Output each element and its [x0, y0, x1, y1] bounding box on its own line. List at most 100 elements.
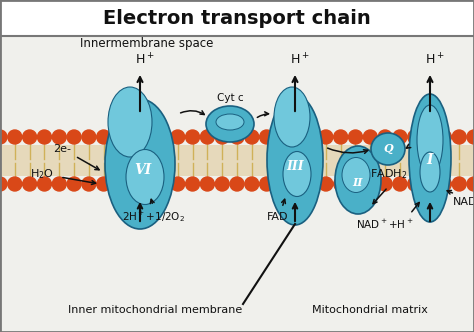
Text: H$^+$: H$^+$	[290, 53, 310, 68]
Circle shape	[111, 177, 126, 191]
Text: H$^+$: H$^+$	[425, 53, 445, 68]
Circle shape	[363, 130, 377, 144]
Text: NAD$^+$+H$^+$: NAD$^+$+H$^+$	[356, 217, 414, 230]
Circle shape	[438, 177, 451, 191]
Circle shape	[452, 130, 466, 144]
FancyArrowPatch shape	[428, 204, 432, 221]
Circle shape	[422, 177, 437, 191]
Circle shape	[67, 130, 81, 144]
Text: II: II	[353, 177, 363, 188]
Circle shape	[245, 130, 259, 144]
Circle shape	[408, 130, 422, 144]
Circle shape	[467, 177, 474, 191]
Circle shape	[289, 177, 303, 191]
FancyArrowPatch shape	[282, 199, 285, 206]
Text: Mitochondrial matrix: Mitochondrial matrix	[312, 305, 428, 315]
Circle shape	[378, 177, 392, 191]
Circle shape	[156, 130, 170, 144]
Circle shape	[0, 130, 7, 144]
Ellipse shape	[105, 99, 175, 229]
Circle shape	[37, 177, 52, 191]
Circle shape	[304, 130, 318, 144]
Bar	[0, 145, 474, 176]
Circle shape	[260, 130, 273, 144]
Circle shape	[82, 177, 96, 191]
Ellipse shape	[409, 94, 451, 222]
Text: FADH$_2$: FADH$_2$	[370, 167, 407, 181]
Circle shape	[171, 130, 185, 144]
Circle shape	[230, 130, 244, 144]
Text: Innermembrane space: Innermembrane space	[80, 38, 213, 50]
Text: III: III	[286, 160, 304, 174]
FancyArrowPatch shape	[150, 199, 154, 204]
Circle shape	[363, 177, 377, 191]
Circle shape	[201, 130, 214, 144]
FancyArrowPatch shape	[412, 203, 419, 212]
Circle shape	[126, 130, 140, 144]
Ellipse shape	[417, 105, 443, 175]
Circle shape	[393, 177, 407, 191]
Circle shape	[0, 177, 7, 191]
Ellipse shape	[126, 149, 164, 205]
Ellipse shape	[371, 133, 405, 165]
FancyArrowPatch shape	[257, 112, 268, 118]
FancyArrowPatch shape	[292, 77, 298, 111]
Circle shape	[67, 177, 81, 191]
Circle shape	[23, 130, 36, 144]
Circle shape	[452, 177, 466, 191]
Ellipse shape	[216, 114, 244, 130]
Circle shape	[111, 130, 126, 144]
Circle shape	[348, 177, 363, 191]
Circle shape	[319, 177, 333, 191]
FancyArrowPatch shape	[137, 77, 143, 111]
Circle shape	[97, 177, 111, 191]
Text: NADH: NADH	[453, 197, 474, 207]
Circle shape	[378, 130, 392, 144]
Ellipse shape	[342, 157, 370, 193]
Text: Cyt c: Cyt c	[217, 93, 243, 103]
Circle shape	[156, 177, 170, 191]
FancyArrowPatch shape	[138, 204, 142, 221]
Circle shape	[274, 177, 289, 191]
Text: VI: VI	[134, 163, 152, 177]
Circle shape	[37, 130, 52, 144]
FancyArrowPatch shape	[373, 189, 386, 204]
Ellipse shape	[335, 146, 381, 214]
Circle shape	[126, 177, 140, 191]
Text: H$_2$O: H$_2$O	[30, 167, 54, 181]
Ellipse shape	[420, 152, 440, 192]
Circle shape	[82, 130, 96, 144]
Circle shape	[215, 177, 229, 191]
Circle shape	[393, 130, 407, 144]
Circle shape	[348, 130, 363, 144]
Text: I: I	[427, 153, 433, 167]
Circle shape	[467, 130, 474, 144]
Circle shape	[8, 177, 22, 191]
Circle shape	[97, 130, 111, 144]
Circle shape	[304, 177, 318, 191]
Circle shape	[23, 177, 36, 191]
FancyArrowPatch shape	[428, 77, 432, 111]
Text: Inner mitochondrial membrane: Inner mitochondrial membrane	[68, 305, 242, 315]
Circle shape	[289, 130, 303, 144]
Circle shape	[52, 177, 66, 191]
Text: H$^+$: H$^+$	[135, 53, 155, 68]
Circle shape	[8, 130, 22, 144]
Text: Q: Q	[383, 143, 393, 154]
Text: 2H$^+$+1/2O$_2$: 2H$^+$+1/2O$_2$	[121, 209, 184, 224]
Circle shape	[215, 130, 229, 144]
Circle shape	[334, 177, 348, 191]
FancyArrowPatch shape	[77, 157, 99, 170]
FancyArrowPatch shape	[181, 111, 204, 115]
FancyArrowPatch shape	[328, 148, 368, 153]
Circle shape	[141, 177, 155, 191]
FancyArrowPatch shape	[293, 204, 297, 221]
FancyArrowPatch shape	[447, 191, 453, 194]
Circle shape	[185, 177, 200, 191]
Circle shape	[245, 177, 259, 191]
Text: 2e-: 2e-	[53, 144, 71, 154]
Circle shape	[422, 130, 437, 144]
Text: Electron transport chain: Electron transport chain	[103, 9, 371, 28]
Circle shape	[260, 177, 273, 191]
Circle shape	[408, 177, 422, 191]
